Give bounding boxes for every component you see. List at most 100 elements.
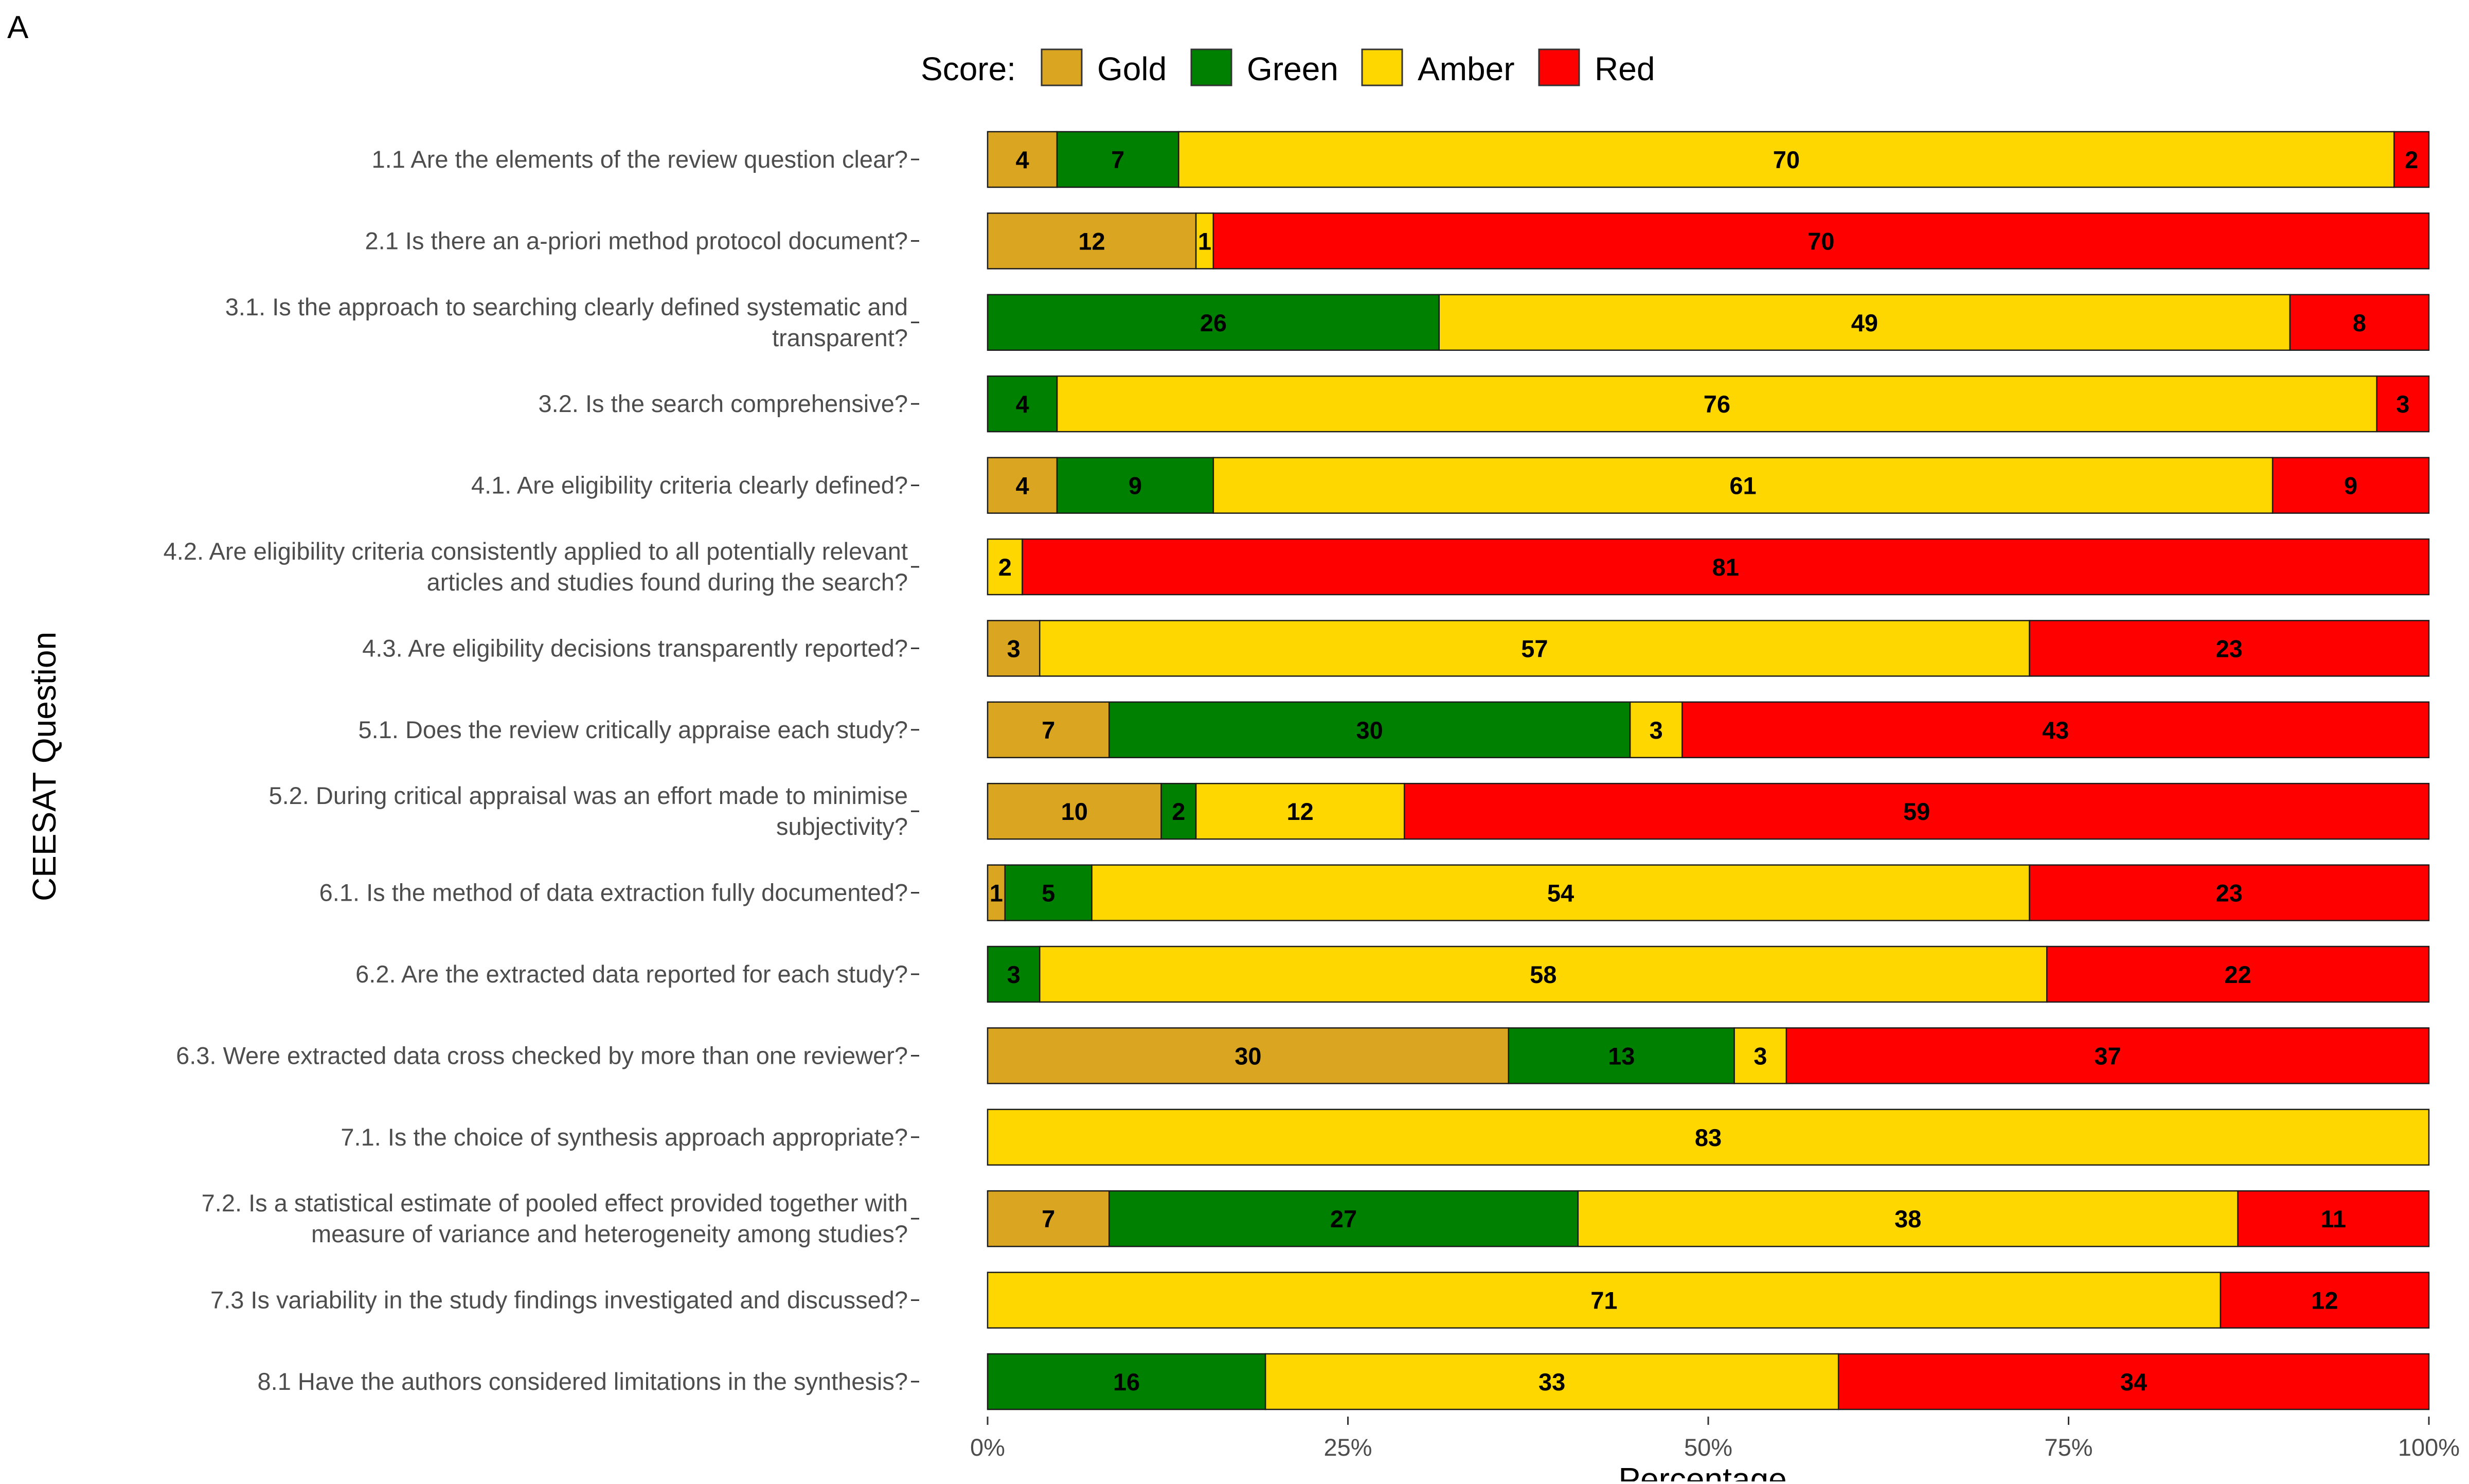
bar-value-label: 61 xyxy=(1729,472,1756,499)
legend-title: Score: xyxy=(921,50,1016,87)
bar-value-label: 1 xyxy=(1198,227,1211,255)
bar-value-label: 1 xyxy=(990,880,1003,907)
bar-value-label: 3 xyxy=(1007,961,1021,988)
bar-segment-amber xyxy=(987,1108,2430,1166)
bar-value-label: 4 xyxy=(1015,472,1029,499)
bar-value-label: 12 xyxy=(1078,227,1105,255)
bar-value-label: 2 xyxy=(998,553,1012,581)
bar-segment-red xyxy=(2393,131,2430,188)
y-tick-label: 6.2. Are the extracted data reported for… xyxy=(355,960,908,988)
bar-segment-green xyxy=(1056,131,1179,188)
bar-value-label: 7 xyxy=(1042,717,1055,744)
bar-segment-amber xyxy=(1438,294,2291,351)
y-tick-label: 7.3 Is variability in the study findings… xyxy=(210,1286,908,1314)
legend-swatch-red xyxy=(1538,48,1580,86)
bar-value-label: 12 xyxy=(1287,798,1314,825)
bar-segment-red xyxy=(1681,701,2430,759)
bar-segment-red xyxy=(2237,1190,2430,1247)
bar-value-label: 83 xyxy=(1695,1124,1722,1151)
bar-segment-green xyxy=(987,945,1041,1003)
bar-segment-amber xyxy=(1091,864,2030,921)
bar-segment-gold xyxy=(987,131,1058,188)
y-tick-label: 5.1. Does the review critically appraise… xyxy=(359,716,908,743)
bar-segment-amber xyxy=(1577,1190,2239,1247)
y-tick-label: 4.3. Are eligibility decisions transpare… xyxy=(362,634,908,661)
y-tick-label: 3.1. Is the approach to searching clearl… xyxy=(225,293,908,320)
bar-segment-gold xyxy=(987,1027,1510,1084)
bar-segment-green xyxy=(987,294,1440,351)
legend-swatch-green xyxy=(1190,48,1232,86)
bar-segment-amber xyxy=(1039,945,2048,1003)
bar-value-label: 8 xyxy=(2353,309,2366,336)
bar-segment-red xyxy=(2029,620,2430,677)
bar-segment-red xyxy=(2271,457,2430,514)
bar-value-label: 12 xyxy=(2311,1287,2338,1314)
y-tick-label: 4.1. Are eligibility criteria clearly de… xyxy=(471,472,908,499)
bar-segment-gold xyxy=(987,701,1110,759)
legend-label-green: Green xyxy=(1247,50,1338,87)
bar-segment-green xyxy=(1056,457,1214,514)
bar-value-label: 9 xyxy=(2344,472,2357,499)
bar-value-label: 16 xyxy=(1113,1368,1140,1396)
bar-value-label: 7 xyxy=(1111,146,1124,173)
bar-value-label: 23 xyxy=(2216,880,2243,907)
bar-value-label: 4 xyxy=(1015,146,1029,173)
x-tick-label: 100% xyxy=(2398,1434,2460,1461)
bar-segment-gold xyxy=(987,457,1058,514)
bar-value-label: 10 xyxy=(1061,798,1088,825)
y-tick-label: 3.2. Is the search comprehensive? xyxy=(539,390,908,417)
y-axis-labels: 1.1 Are the elements of the review quest… xyxy=(164,146,919,1395)
bar-value-label: 22 xyxy=(2225,961,2251,988)
y-tick-label: 6.3. Were extracted data cross checked b… xyxy=(176,1042,908,1069)
bar-value-label: 23 xyxy=(2216,635,2243,662)
bar-segment-gold xyxy=(987,212,1197,270)
bar-segment-red xyxy=(1785,1027,2430,1084)
bar-value-label: 2 xyxy=(2405,146,2418,173)
bar-value-label: 2 xyxy=(1172,798,1185,825)
bar-segment-green xyxy=(987,1353,1266,1410)
bar-segment-green xyxy=(1004,864,1093,921)
bar-value-label: 27 xyxy=(1330,1205,1357,1232)
bar-segment-red xyxy=(1837,1353,2430,1410)
x-axis: 0% 25% 50% 75% 100% xyxy=(970,1417,2460,1461)
bar-value-label: 26 xyxy=(1200,309,1227,336)
bar-value-label: 58 xyxy=(1530,961,1556,988)
bar-value-label: 76 xyxy=(1704,390,1730,418)
x-axis-title: Percentage xyxy=(1618,1461,1786,1481)
y-tick-label: transparent? xyxy=(772,324,908,351)
bar-value-label: 3 xyxy=(2396,390,2409,418)
bar-segment-green xyxy=(1508,1027,1735,1084)
bar-segment-red xyxy=(2046,945,2430,1003)
bar-segment-red xyxy=(2289,294,2430,351)
bar-segment-amber xyxy=(987,538,1023,596)
bar-value-label: 30 xyxy=(1234,1042,1261,1069)
y-tick-label: 1.1 Are the elements of the review quest… xyxy=(372,146,908,173)
bar-segment-red xyxy=(2220,1272,2430,1329)
bar-value-label: 59 xyxy=(1903,798,1930,825)
y-tick-label: 4.2. Are eligibility criteria consistent… xyxy=(164,538,908,565)
bar-value-label: 33 xyxy=(1538,1368,1565,1396)
bar-value-label: 3 xyxy=(1007,635,1021,662)
bar-segment-amber xyxy=(1733,1027,1787,1084)
bar-segment-green xyxy=(1108,1190,1579,1247)
bar-segment-amber xyxy=(1212,457,2274,514)
legend-swatch-gold xyxy=(1041,48,1083,86)
x-tick-label: 25% xyxy=(1323,1434,1372,1461)
bar-segment-amber xyxy=(987,1272,2222,1329)
bar-segment-amber xyxy=(1178,131,2395,188)
bar-value-label: 81 xyxy=(1712,553,1739,581)
y-axis-title: CEESAT Question xyxy=(26,632,63,901)
bar-value-label: 38 xyxy=(1894,1205,1921,1232)
x-tick-label: 0% xyxy=(970,1434,1005,1461)
x-tick-label: 50% xyxy=(1684,1434,1732,1461)
panel-label: A xyxy=(7,10,29,45)
bar-segment-green xyxy=(987,375,1058,433)
bar-value-label: 70 xyxy=(1773,146,1800,173)
bar-value-label: 34 xyxy=(2120,1368,2147,1396)
bar-value-label: 3 xyxy=(1650,717,1663,744)
bar-segment-gold xyxy=(987,620,1041,677)
bar-value-label: 11 xyxy=(2320,1205,2346,1232)
